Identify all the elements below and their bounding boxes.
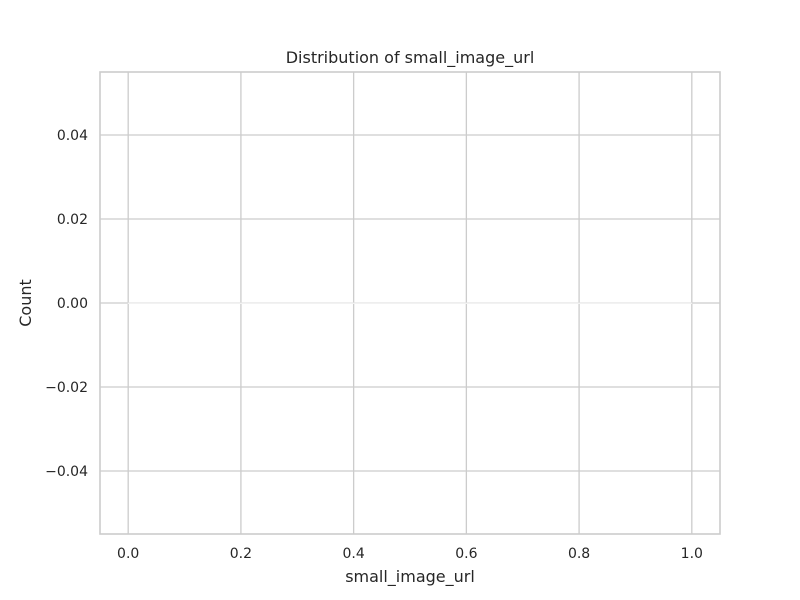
y-tick-label: −0.04 [45,464,88,480]
plot-frame [99,71,721,535]
histogram-bar [127,302,693,305]
x-tick-label: 0.6 [455,546,477,562]
chart-title: Distribution of small_image_url [286,48,535,68]
x-tick-label: 1.0 [681,546,703,562]
x-tick-label: 0.0 [117,546,139,562]
y-tick-label: 0.02 [57,212,88,228]
x-tick-label: 0.4 [343,546,365,562]
x-tick-labels: 0.0 0.2 0.4 0.6 0.8 1.0 [117,546,703,562]
x-tick-label: 0.2 [230,546,252,562]
y-tick-label: 0.00 [57,296,88,312]
y-tick-label: −0.02 [45,380,88,396]
y-tick-labels: 0.04 0.02 0.00 −0.02 −0.04 [45,128,88,480]
x-tick-label: 0.8 [568,546,590,562]
y-tick-label: 0.04 [57,128,88,144]
y-axis-label: Count [16,279,35,327]
x-axis-label: small_image_url [345,567,475,587]
bars [127,302,693,305]
